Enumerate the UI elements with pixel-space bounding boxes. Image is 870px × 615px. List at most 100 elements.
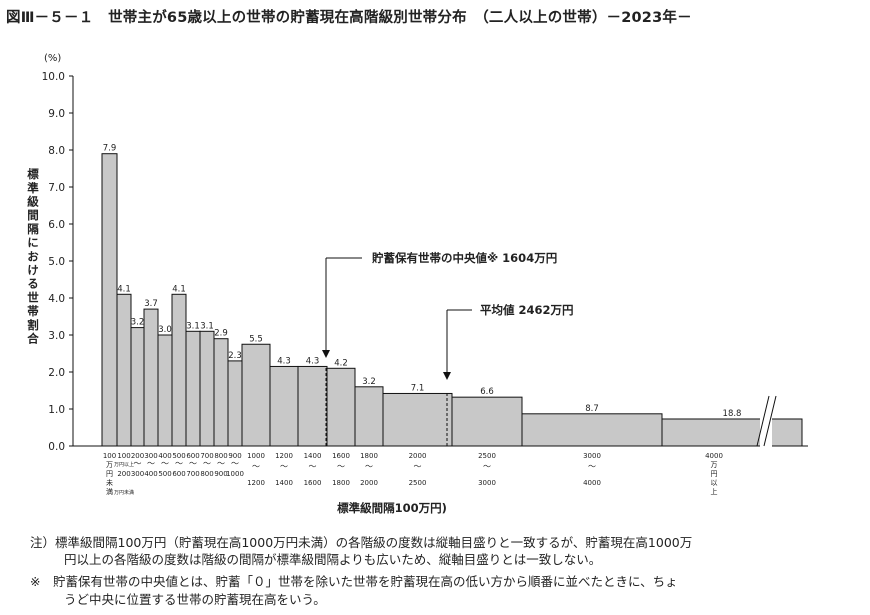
- x-tick-label-char: 満: [106, 488, 113, 496]
- bar-value-label: 7.1: [411, 383, 425, 393]
- bar-value-label: 6.6: [480, 387, 494, 397]
- x-axis-title: 標準級間隔100万円): [337, 501, 447, 515]
- axis-break-gap: [760, 396, 772, 452]
- x-tick-label-bottom: 900: [214, 470, 227, 478]
- x-tick-label-top: 900: [228, 452, 241, 460]
- bar-value-label: 2.3: [228, 351, 242, 361]
- bar: [213, 338, 229, 447]
- y-unit-label: (%): [44, 53, 61, 64]
- note-2-line-2: うど中央に位置する世帯の貯蓄現在高をいう。: [64, 592, 326, 607]
- y-tick-label: 10.0: [42, 71, 65, 83]
- bar: [116, 293, 132, 447]
- bar: [143, 308, 159, 447]
- axis-break-line: [756, 395, 770, 447]
- bar: [297, 365, 328, 447]
- note-1-line-1: 注）標準級間隔100万円（貯蓄現在高1000万円未満）の各階級の度数は縦軸目盛り…: [30, 535, 693, 550]
- bar: [326, 367, 356, 447]
- x-tick-label-mid: ～: [189, 459, 197, 468]
- x-tick-label-mid: ～: [147, 459, 155, 468]
- x-tick-label-char: 円: [106, 470, 113, 478]
- bar: [382, 392, 453, 447]
- bar-value-label: 18.8: [723, 409, 742, 419]
- x-tick-label-bottom: 4000: [583, 479, 601, 487]
- note-1-line-2: 円以上の各階級の度数は階級の間隔が標準級間隔よりも広いため、縦軸目盛りとは一致し…: [64, 552, 602, 567]
- x-tick-label-char: 未: [106, 478, 113, 487]
- y-tick-label: 2.0: [48, 367, 65, 379]
- median-arrow-head: [322, 350, 330, 358]
- x-tick-label-bottom: 2500: [409, 479, 427, 487]
- x-tick-label-bottom: 3000: [478, 479, 496, 487]
- mean-label: 平均値 2462万円: [480, 303, 574, 317]
- bar-value-label: 3.0: [158, 325, 172, 335]
- x-tick-label-top: 700: [200, 452, 213, 460]
- histogram-chart: 0.0 1.0 2.0 3.0 4.0 5.0 6.0 7.0 8.0 9.0 10.0 (%) 標準級…: [26, 53, 808, 515]
- bar: [157, 334, 173, 447]
- bar: [661, 418, 803, 447]
- y-tick-label: 3.0: [48, 330, 65, 342]
- bar-value-label: 5.5: [249, 334, 263, 344]
- bar-value-label: 4.3: [277, 356, 291, 366]
- x-tick-label-mid: ～: [309, 462, 317, 471]
- x-tick-label-mid: 万円以上: [114, 461, 134, 468]
- x-tick-label-bottom: 1600: [304, 479, 322, 487]
- bar: [521, 413, 663, 447]
- bar: [101, 153, 118, 447]
- bar: [130, 327, 145, 447]
- bar: [451, 396, 523, 447]
- x-tick-label-bottom: 1000: [226, 470, 244, 478]
- note-2-line-1: ※ 貯蓄保有世帯の中央値とは、貯蓄「０」世帯を除いた世帯を貯蓄現在高の低い方から…: [30, 574, 678, 589]
- x-tick-label-char: 万: [106, 461, 113, 469]
- x-tick-label-top: 2000: [409, 452, 427, 460]
- y-tick-label: 9.0: [48, 108, 65, 120]
- bar-value-label: 4.3: [306, 356, 320, 366]
- x-tick-label-top: 3000: [583, 452, 601, 460]
- x-tick-label-top: 800: [214, 452, 227, 460]
- x-tick-label-char: 上: [711, 487, 718, 496]
- bar: [354, 386, 384, 447]
- x-tick-label-char: 以: [711, 479, 718, 487]
- x-tick-label-mid: ～: [483, 462, 491, 471]
- x-tick-label-mid: ～: [231, 459, 239, 468]
- x-tick-label-top: 1200: [275, 452, 293, 460]
- bar-value-label: 4.1: [117, 284, 131, 294]
- x-tick-label-top: 1000: [247, 452, 265, 460]
- bar: [185, 330, 201, 447]
- x-tick-label-top: 400: [158, 452, 171, 460]
- y-tick-label: 8.0: [48, 145, 65, 157]
- bar-value-label: 3.7: [144, 299, 158, 309]
- x-tick-label-top: 2500: [478, 452, 496, 460]
- figure-title: 図Ⅲ－５－１ 世帯主が65歳以上の世帯の貯蓄現在高階級別世帯分布 （二人以上の世…: [6, 10, 692, 26]
- x-tick-label-top: 1800: [360, 452, 378, 460]
- bar-value-label: 3.2: [131, 318, 145, 328]
- x-tick-label-mid: ～: [134, 459, 142, 468]
- bar: [171, 293, 187, 447]
- bar: [227, 360, 243, 447]
- x-tick-label-bottom: 600: [172, 470, 185, 478]
- x-tick-label-mid: ～: [175, 459, 183, 468]
- median-label: 貯蓄保有世帯の中央値※ 1604万円: [372, 251, 557, 265]
- x-tick-label-top: 100: [103, 452, 116, 460]
- axis-break-line: [763, 395, 777, 447]
- x-tick-label-bottom: 1200: [247, 479, 265, 487]
- x-tick-label-top: 600: [186, 452, 199, 460]
- bar-value-label: 8.7: [585, 404, 599, 414]
- y-axis-title: 標準級間隔における世帯割合: [26, 167, 40, 346]
- y-tick-label: 1.0: [48, 404, 65, 416]
- x-tick-label-mid: ～: [588, 462, 596, 471]
- x-tick-label-bottom: 200: [117, 470, 130, 478]
- mean-arrow-head: [443, 372, 451, 380]
- x-tick-label-bottom: 400: [144, 470, 157, 478]
- x-tick-label-top: 1600: [332, 452, 350, 460]
- x-tick-label-mid: ～: [252, 462, 260, 471]
- x-tick-label-char: 円: [711, 470, 718, 478]
- x-tick-label-mid: ～: [414, 462, 422, 471]
- bar-value-label: 3.1: [200, 321, 214, 331]
- x-tick-label-top: 500: [172, 452, 185, 460]
- x-tick-label-top: 100: [117, 452, 130, 460]
- x-tick-label-bottom: 2000: [360, 479, 378, 487]
- bar-value-label: 3.1: [186, 321, 200, 331]
- y-tick-label: 7.0: [48, 182, 65, 194]
- bar-value-label: 4.2: [334, 358, 348, 368]
- x-tick-label-char: 万: [711, 461, 718, 469]
- x-tick-label-bottom: 300: [131, 470, 144, 478]
